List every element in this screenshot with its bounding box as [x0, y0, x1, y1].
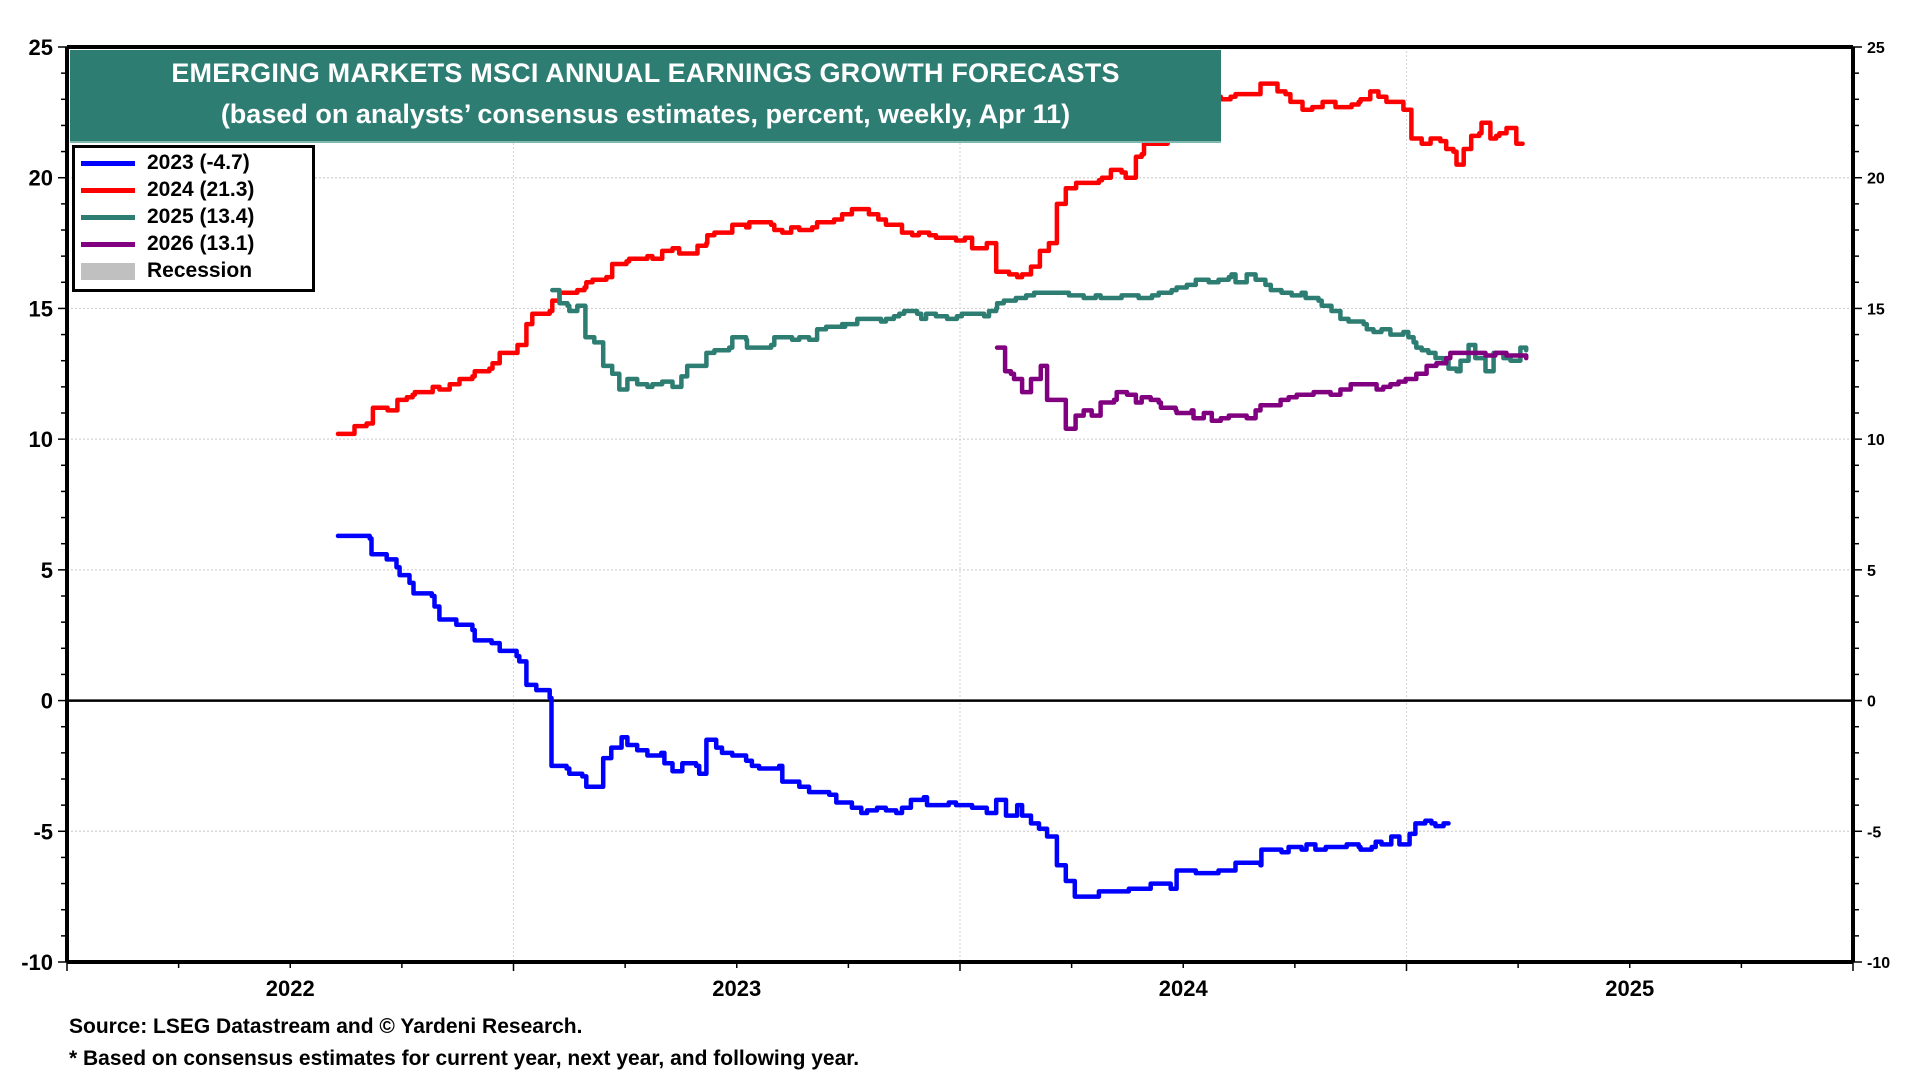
y-tick-label-left: 15	[29, 296, 53, 321]
y-tick-label-right: 5	[1867, 563, 1876, 580]
series-line-2025	[550, 272, 1529, 392]
series-line-2026	[994, 345, 1529, 431]
x-tick-label: 2022	[266, 976, 315, 1001]
y-tick-label-right: 0	[1867, 694, 1876, 711]
legend-swatch-2026	[81, 241, 135, 247]
y-axis-right: -10 -5 0 5 10 15 20 25	[1853, 40, 1890, 972]
chart-title: EMERGING MARKETS MSCI ANNUAL EARNINGS GR…	[171, 58, 1120, 88]
y-tick-label-left: 0	[41, 689, 53, 714]
y-tick-label-right: -5	[1867, 824, 1881, 841]
footnote: * Based on consensus estimates for curre…	[69, 1047, 860, 1070]
y-tick-label-right: 10	[1867, 432, 1885, 449]
legend-label: 2024 (21.3)	[147, 178, 255, 201]
gridlines	[67, 47, 1853, 962]
legend-swatch-2023	[81, 160, 135, 166]
y-tick-label-left: 10	[29, 427, 53, 452]
legend-item-2025: 2025 (13.4)	[81, 204, 254, 230]
y-tick-label-right: 20	[1867, 171, 1885, 188]
x-tick-label: 2024	[1159, 976, 1209, 1001]
chart-title-box: EMERGING MARKETS MSCI ANNUAL EARNINGS GR…	[70, 50, 1221, 143]
legend-label: 2023 (-4.7)	[147, 151, 250, 174]
x-axis: 2022 2023 2024 2025	[66, 962, 1854, 1001]
legend-item-2026: 2026 (13.1)	[81, 231, 254, 257]
y-tick-label-left: 5	[41, 558, 53, 583]
series-line-2023	[335, 533, 1451, 899]
x-tick-label: 2023	[712, 976, 761, 1001]
y-tick-label-right: 25	[1867, 40, 1885, 57]
series-line-2024	[335, 81, 1525, 437]
y-tick-label-right: -10	[1867, 955, 1890, 972]
y-tick-label-right: 15	[1867, 301, 1885, 318]
legend-item-2024: 2024 (21.3)	[81, 177, 254, 203]
y-tick-label-left: -5	[33, 819, 53, 844]
y-tick-label-left: -10	[21, 950, 53, 975]
y-tick-label-left: 20	[29, 166, 53, 191]
legend-swatch-2024	[81, 187, 135, 193]
y-axis-left: -10 -5 0 5 10 15 20 25	[21, 35, 67, 975]
legend-item-2023: 2023 (-4.7)	[81, 150, 250, 176]
series-lines	[335, 81, 1529, 899]
legend-label: 2026 (13.1)	[147, 232, 255, 255]
legend-swatch-recession	[81, 262, 135, 280]
legend-label: 2025 (13.4)	[147, 205, 255, 228]
legend-item-recession: Recession	[81, 258, 252, 284]
legend-swatch-2025	[81, 214, 135, 220]
source-note: Source: LSEG Datastream and © Yardeni Re…	[69, 1015, 583, 1038]
y-tick-label-left: 25	[29, 35, 53, 60]
legend-label: Recession	[147, 259, 253, 282]
x-tick-label: 2025	[1605, 976, 1654, 1001]
legend: 2023 (-4.7) 2024 (21.3) 2025 (13.4) 2026…	[72, 145, 315, 292]
chart-subtitle: (based on analysts’ consensus estimates,…	[220, 99, 1071, 129]
